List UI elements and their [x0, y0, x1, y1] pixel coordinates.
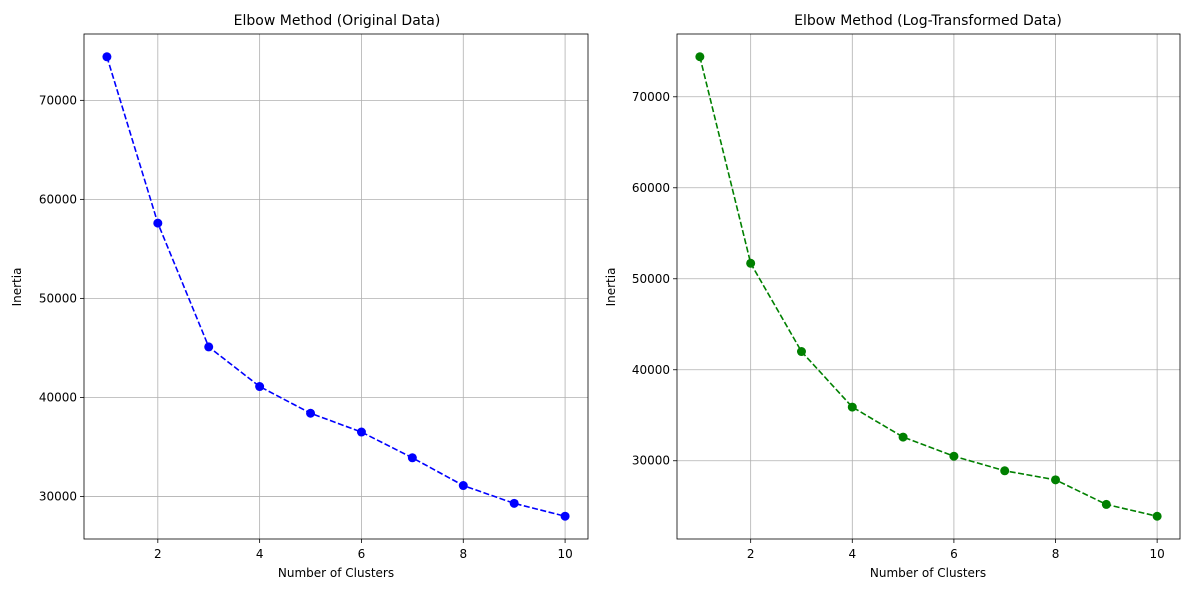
- data-point: [560, 511, 570, 521]
- y-tick-label: 30000: [632, 454, 670, 468]
- y-tick-label: 70000: [39, 93, 77, 107]
- data-point: [102, 52, 112, 62]
- x-tick-label: 4: [256, 547, 264, 561]
- x-tick-labels: 2 4 6 8 10: [154, 547, 573, 561]
- tick-marks: [673, 96, 1158, 543]
- y-tick-label: 40000: [632, 363, 670, 377]
- data-point: [1000, 466, 1010, 476]
- data-point: [1101, 499, 1111, 509]
- x-tick-label: 8: [459, 547, 467, 561]
- plot-frame: [83, 33, 589, 540]
- y-tick-label: 70000: [632, 90, 670, 104]
- data-point: [695, 52, 705, 62]
- grid-lines: [84, 34, 588, 539]
- data-point: [509, 498, 519, 508]
- x-tick-label: 2: [154, 547, 162, 561]
- data-point: [1152, 511, 1162, 521]
- data-point: [847, 402, 857, 412]
- grid-lines: [677, 34, 1180, 539]
- y-axis-label: Inertia: [604, 268, 618, 307]
- data-point: [255, 382, 265, 392]
- y-axis-label: Inertia: [10, 268, 24, 307]
- x-tick-label: 6: [950, 547, 958, 561]
- x-tick-label: 8: [1052, 547, 1060, 561]
- data-point: [1051, 475, 1061, 485]
- x-tick-label: 6: [358, 547, 366, 561]
- x-tick-labels: 2 4 6 8 10: [747, 547, 1165, 561]
- chart-log-transformed: Elbow Method (Log-Transformed Data) 2 4 6 8…: [604, 13, 1181, 580]
- y-tick-label: 60000: [39, 192, 77, 206]
- x-axis-label: Number of Clusters: [870, 566, 986, 580]
- y-tick-label: 40000: [39, 390, 77, 404]
- y-tick-labels: 30000 40000 50000 60000 70000: [632, 90, 670, 468]
- y-tick-label: 50000: [39, 291, 77, 305]
- data-point: [746, 258, 756, 268]
- y-tick-label: 60000: [632, 181, 670, 195]
- data-point: [949, 451, 959, 461]
- series-line-path: [106, 56, 566, 518]
- y-tick-label: 30000: [39, 489, 77, 503]
- data-point: [306, 408, 316, 418]
- data-point: [898, 432, 908, 442]
- x-tick-label: 2: [747, 547, 755, 561]
- tick-marks: [80, 99, 566, 543]
- data-point: [204, 342, 214, 352]
- y-tick-labels: 30000 40000 50000 60000 70000: [39, 93, 77, 503]
- chart-title: Elbow Method (Original Data): [234, 13, 441, 29]
- chart-title: Elbow Method (Log-Transformed Data): [794, 13, 1062, 29]
- data-point: [458, 481, 468, 491]
- data-point: [796, 347, 806, 357]
- series-line-path: [699, 56, 1158, 518]
- y-tick-label: 50000: [632, 272, 670, 286]
- x-tick-label: 10: [1149, 547, 1164, 561]
- data-point: [407, 453, 417, 463]
- x-axis-label: Number of Clusters: [278, 566, 394, 580]
- x-tick-label: 4: [848, 547, 856, 561]
- plot-frame: [676, 33, 1181, 540]
- data-point: [356, 427, 366, 437]
- series-points: [695, 52, 1162, 521]
- x-tick-label: 10: [557, 547, 572, 561]
- series-line: [699, 56, 1158, 518]
- chart-original: Elbow Method (Original Data) 2 4 6 8 10 3000…: [10, 13, 589, 580]
- series-line: [106, 56, 566, 518]
- series-points: [102, 52, 570, 521]
- data-point: [153, 218, 163, 228]
